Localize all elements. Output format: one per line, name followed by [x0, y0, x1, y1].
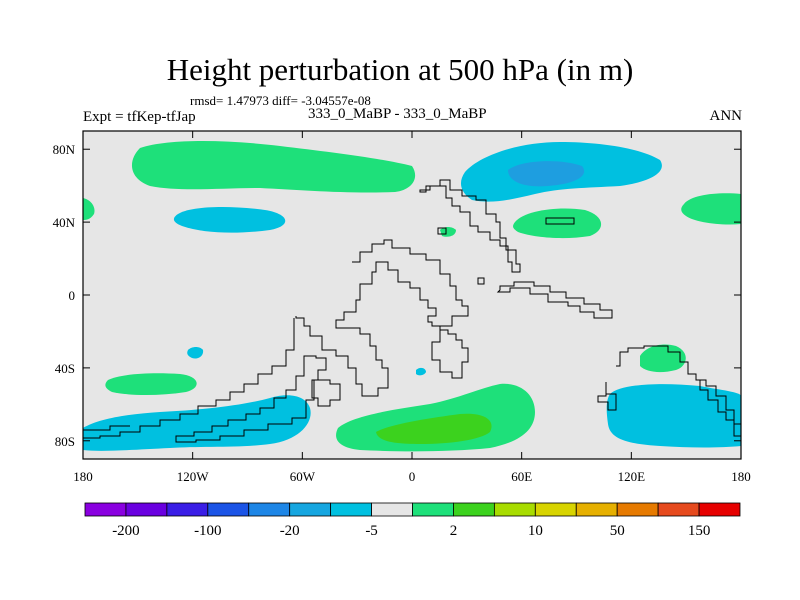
green-region-far-east	[681, 193, 741, 225]
cyan-region-40s-dot	[416, 367, 426, 376]
coastline-australia	[616, 345, 741, 425]
colorbar-swatch	[289, 502, 332, 517]
cyan-region-40s-small	[187, 347, 204, 359]
colorbar-label: -100	[194, 523, 222, 539]
green-region-40n-east	[513, 208, 602, 239]
colorbar-label: -20	[280, 523, 300, 539]
colorbar-swatch	[166, 502, 209, 517]
colorbar-label: -5	[365, 523, 378, 539]
x-tick-label: 120W	[177, 469, 210, 484]
colorbar-swatch	[248, 502, 291, 517]
case-label: 333_0_MaBP - 333_0_MaBP	[308, 106, 487, 122]
y-tick-label: 0	[69, 288, 76, 303]
y-tick-label: 40S	[55, 361, 75, 376]
coastlines	[83, 179, 741, 443]
green-region-60s-west	[105, 373, 197, 395]
coastline-india	[496, 281, 613, 319]
coastline-eurasia	[419, 179, 521, 273]
coastline-south-east	[597, 382, 617, 411]
coastline-inner-south	[311, 379, 341, 407]
x-tick-label: 60E	[511, 469, 532, 484]
y-tick-label: 80N	[53, 142, 76, 157]
coastline-south-america	[83, 318, 295, 439]
colorbar-swatch	[371, 502, 413, 517]
colorbar-swatch	[534, 502, 577, 517]
experiment-label: Expt = tfKep-tfJap	[83, 109, 196, 125]
cyan-region-south-east	[606, 384, 741, 448]
cyan-region-south-west	[83, 395, 311, 451]
colorbar: -200 -100 -20 -5 2 10 50 150	[84, 502, 741, 539]
rmsd-stats: rmsd= 1.47973 diff= -3.04557e-08	[190, 93, 371, 108]
blue-core-north-east	[508, 161, 585, 187]
colorbar-swatch	[412, 502, 454, 517]
x-tick-label: 180	[731, 469, 751, 484]
colorbar-swatch	[698, 502, 741, 517]
y-tick-label: 80S	[55, 434, 75, 449]
green-region-south-east	[640, 344, 686, 373]
colorbar-label: 10	[528, 523, 543, 539]
season-label: ANN	[709, 108, 743, 124]
colorbar-swatch	[125, 502, 168, 517]
colorbar-swatch	[657, 502, 700, 517]
x-tick-label: 60W	[290, 469, 316, 484]
coastline-small-island	[477, 277, 485, 285]
coastline-caspian-box	[545, 217, 575, 225]
x-tick-label: 0	[409, 469, 416, 484]
coastline-africa	[295, 239, 469, 397]
colorbar-label: 2	[450, 523, 458, 539]
green-region-far-west	[83, 198, 95, 220]
y-axis: 80N 40N 0 40S 80S	[53, 142, 741, 449]
colorbar-swatch	[575, 502, 618, 517]
coastline-antarctic-line	[83, 425, 130, 431]
colorbar-swatch	[493, 502, 536, 517]
coastline-eastern-ridge	[696, 379, 741, 437]
x-axis: 180 120W 60W 0 60E 120E 180	[73, 131, 751, 484]
colorbar-label: 50	[610, 523, 625, 539]
colorbar-swatch	[453, 502, 495, 517]
contour-fill	[83, 141, 741, 452]
dark-green-core-south	[376, 413, 492, 444]
green-region-north-west	[131, 141, 416, 193]
colorbar-label: -200	[112, 523, 140, 539]
x-tick-label: 120E	[618, 469, 646, 484]
colorbar-label: 150	[688, 523, 711, 539]
colorbar-swatch	[330, 502, 372, 517]
x-tick-label: 180	[73, 469, 93, 484]
cyan-region-40n-west	[173, 206, 286, 233]
y-tick-label: 40N	[53, 215, 76, 230]
colorbar-swatch	[84, 502, 127, 517]
colorbar-swatch	[616, 502, 659, 517]
colorbar-swatch	[207, 502, 250, 517]
coastline-small-cove	[437, 227, 447, 235]
plot-title: Height perturbation at 500 hPa (in m)	[166, 52, 634, 87]
